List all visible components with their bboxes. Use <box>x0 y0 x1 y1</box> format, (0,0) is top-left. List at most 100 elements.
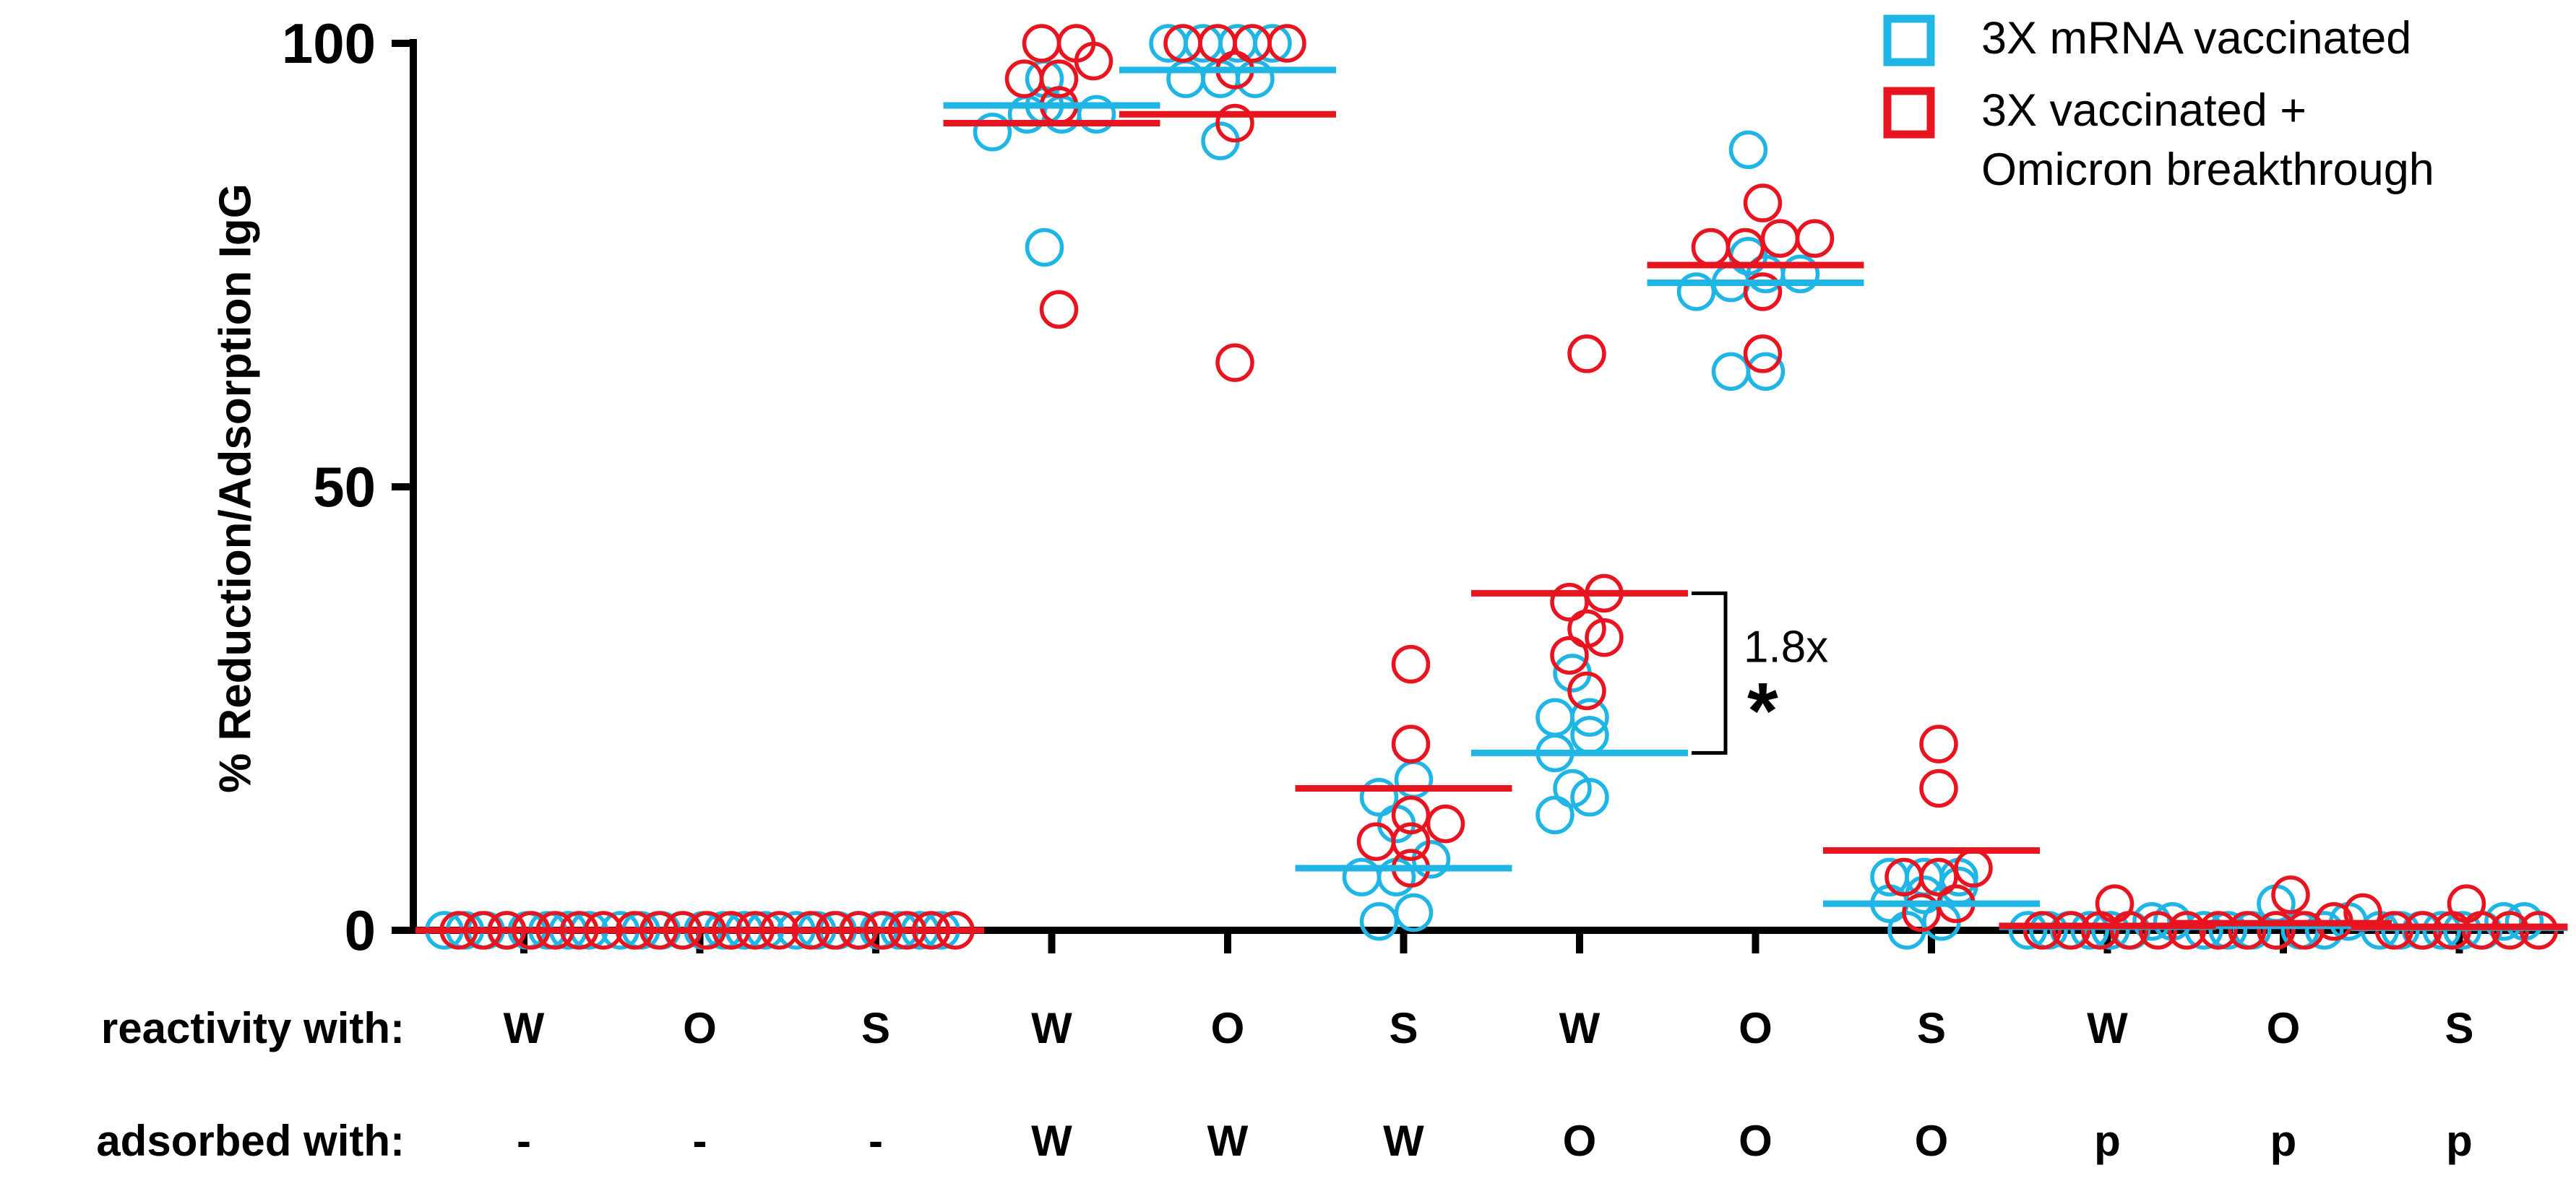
point-mrna-vaccinated <box>1342 857 1382 897</box>
point-mrna-vaccinated <box>1394 893 1434 932</box>
x-category-rows: reactivity with: adsorbed with: W - O - S - W W… <box>96 1004 2473 1165</box>
adsorbed-row-label: adsorbed with: <box>96 1117 405 1165</box>
legend-label-line: Omicron breakthrough <box>1981 144 2434 195</box>
point-mrna-vaccinated <box>1780 254 1820 294</box>
point-omicron-breakthrough <box>1919 857 1958 897</box>
point-mrna-vaccinated <box>2070 911 2109 950</box>
point-mrna-vaccinated <box>1394 760 1434 799</box>
significance-annotation: 1.8x* <box>1692 591 1828 756</box>
reactivity-label: W <box>2087 1004 2128 1052</box>
point-omicron-breakthrough <box>1022 24 1061 63</box>
point-mrna-vaccinated <box>1711 352 1751 391</box>
point-mrna-vaccinated <box>1676 272 1716 311</box>
point-omicron-breakthrough <box>2228 911 2267 950</box>
reactivity-label: O <box>1211 1004 1245 1052</box>
adsorbed-label: O <box>1915 1117 1949 1165</box>
point-omicron-breakthrough <box>2023 911 2062 950</box>
adsorbed-label: O <box>1563 1117 1597 1165</box>
point-omicron-breakthrough <box>2447 884 2486 923</box>
point-omicron-breakthrough <box>1356 822 1396 861</box>
point-omicron-breakthrough <box>1567 671 1606 711</box>
adsorbed-label: O <box>1739 1117 1772 1165</box>
point-mrna-vaccinated <box>1570 698 1609 737</box>
point-omicron-breakthrough <box>2109 911 2149 950</box>
point-mrna-vaccinated <box>1746 352 1785 391</box>
point-mrna-vaccinated <box>1535 795 1575 835</box>
y-ticks: 0 50 100 <box>282 12 413 962</box>
point-mrna-vaccinated <box>1535 698 1575 737</box>
point-omicron-breakthrough <box>2080 911 2120 950</box>
reactivity-label: W <box>1559 1004 1601 1052</box>
point-omicron-breakthrough <box>1039 290 1079 329</box>
y-tick-label: 50 <box>313 455 376 519</box>
point-mrna-vaccinated <box>2484 901 2523 941</box>
y-axis-label: % Reduction/Adsorption IgG <box>210 183 260 793</box>
point-omicron-breakthrough <box>1426 804 1465 844</box>
reactivity-label: S <box>2444 1004 2473 1052</box>
point-mrna-vaccinated <box>1025 228 1064 267</box>
point-omicron-breakthrough <box>2138 911 2178 950</box>
y-tick-label: 0 <box>345 899 376 962</box>
point-omicron-breakthrough <box>2167 911 2207 950</box>
bracket <box>1692 591 1728 755</box>
point-mrna-vaccinated <box>1359 778 1399 817</box>
point-omicron-breakthrough <box>1039 59 1079 98</box>
adsorbed-label: - <box>517 1117 531 1165</box>
point-omicron-breakthrough <box>2286 911 2325 950</box>
legend-swatch-mrna-vaccinated <box>1883 14 1935 66</box>
point-mrna-vaccinated <box>1411 840 1451 879</box>
point-omicron-breakthrough <box>1567 334 1606 373</box>
point-mrna-vaccinated <box>1077 95 1116 134</box>
significance-star: * <box>1747 667 1778 756</box>
legend-label-mrna-vaccinated: 3X mRNA vaccinated <box>1981 13 2411 64</box>
legend: 3X mRNA vaccinated 3X vaccinated + Omicron… <box>1883 13 2434 195</box>
point-omicron-breakthrough <box>1743 183 1783 222</box>
reactivity-label: S <box>861 1004 890 1052</box>
point-mrna-vaccinated <box>973 113 1012 152</box>
fold-change-label: 1.8x <box>1744 622 1828 672</box>
point-omicron-breakthrough <box>1550 636 1589 675</box>
y-tick-label: 100 <box>282 12 376 75</box>
mean-lines <box>415 66 2568 934</box>
point-omicron-breakthrough <box>1919 724 1958 763</box>
point-omicron-breakthrough <box>1743 272 1783 311</box>
point-omicron-breakthrough <box>1743 334 1783 373</box>
point-mrna-vaccinated <box>2008 911 2048 950</box>
point-omicron-breakthrough <box>2199 911 2238 950</box>
adsorbed-label: p <box>2270 1117 2297 1165</box>
reactivity-label: O <box>683 1004 717 1052</box>
point-omicron-breakthrough <box>2095 884 2135 923</box>
reactivity-label: W <box>504 1004 545 1052</box>
legend-swatch-omicron-breakthrough <box>1883 87 1935 139</box>
point-omicron-breakthrough <box>1691 228 1731 267</box>
point-omicron-breakthrough <box>1585 618 1624 657</box>
point-omicron-breakthrough <box>1074 41 1113 81</box>
point-mrna-vaccinated <box>1166 59 1205 98</box>
point-mrna-vaccinated <box>1359 901 1399 941</box>
point-omicron-breakthrough <box>1215 343 1254 382</box>
point-omicron-breakthrough <box>1391 724 1431 763</box>
point-omicron-breakthrough <box>1004 59 1044 98</box>
adsorbed-label: W <box>1031 1117 1072 1165</box>
adsorbed-label: - <box>693 1117 707 1165</box>
legend-label-line: 3X vaccinated + <box>1981 85 2306 136</box>
point-mrna-vaccinated <box>2091 911 2130 950</box>
reactivity-label: W <box>1031 1004 1072 1052</box>
y-axis: 0 50 100 % Reduction/Adsorption IgG <box>210 12 417 962</box>
point-omicron-breakthrough <box>2271 875 2310 914</box>
reactivity-label: O <box>2267 1004 2301 1052</box>
reactivity-label: S <box>1389 1004 1418 1052</box>
point-omicron-breakthrough <box>1760 219 1800 258</box>
adsorbed-label: p <box>2446 1117 2473 1165</box>
point-mrna-vaccinated <box>2208 911 2248 950</box>
adsorbed-label: W <box>1383 1117 1424 1165</box>
point-mrna-vaccinated <box>1236 59 1275 98</box>
point-mrna-vaccinated <box>2184 911 2223 950</box>
point-omicron-breakthrough <box>1391 795 1431 835</box>
point-omicron-breakthrough <box>1795 219 1835 258</box>
point-omicron-breakthrough <box>1391 644 1431 684</box>
point-mrna-vaccinated <box>1553 769 1592 808</box>
point-omicron-breakthrough <box>1902 893 1941 932</box>
legend-label-omicron-breakthrough: 3X vaccinated + Omicron breakthrough <box>1981 85 2434 195</box>
